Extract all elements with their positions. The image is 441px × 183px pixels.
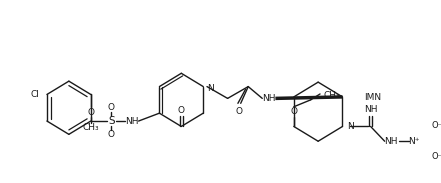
Text: O: O [108, 103, 115, 112]
Text: NH: NH [364, 105, 377, 114]
Text: O⁻: O⁻ [432, 121, 441, 130]
Text: CH₃: CH₃ [82, 124, 99, 132]
Text: O: O [290, 107, 297, 116]
Text: O: O [87, 108, 94, 117]
Text: O⁻: O⁻ [432, 152, 441, 161]
Text: CH₃: CH₃ [324, 92, 340, 100]
Text: IMN: IMN [364, 93, 381, 102]
Text: N: N [207, 84, 214, 93]
Text: Cl: Cl [30, 90, 39, 99]
Text: N⁺: N⁺ [408, 137, 419, 146]
Text: NH: NH [262, 94, 276, 103]
Text: NH: NH [125, 117, 139, 126]
Text: NH: NH [385, 137, 398, 146]
Text: S: S [108, 116, 115, 126]
Text: O: O [235, 107, 243, 116]
Text: O: O [178, 106, 185, 115]
Text: O: O [108, 130, 115, 139]
Text: N: N [347, 122, 354, 131]
